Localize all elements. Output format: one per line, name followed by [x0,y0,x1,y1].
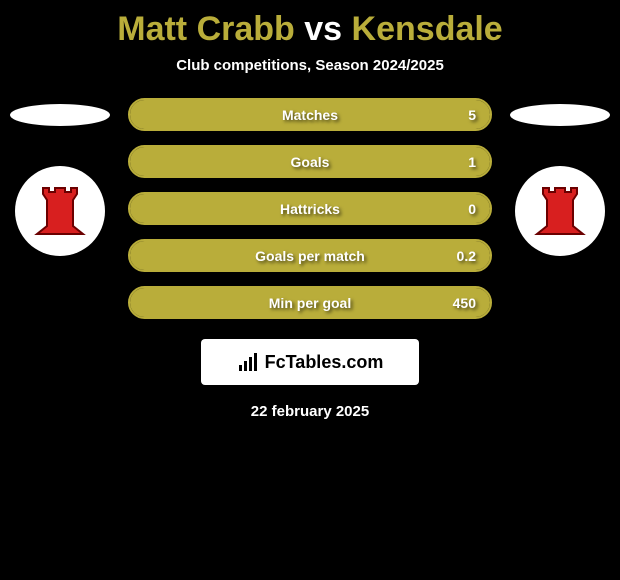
stats-column: Matches 5 Goals 1 Hattricks 0 Goals per match 0… [110,98,510,319]
stat-bar: Min per goal 450 [128,286,492,319]
stat-label: Hattricks [280,201,340,217]
player2-avatar [515,166,605,256]
stat-value-right: 1 [468,154,476,170]
comparison-container: Matt Crabb vs Kensdale Club competitions… [0,0,620,420]
tower-icon [25,176,95,246]
stat-value-right: 450 [453,295,476,311]
brand-box[interactable]: FcTables.com [201,339,420,385]
page-title: Matt Crabb vs Kensdale [117,10,502,49]
stat-bar: Hattricks 0 [128,192,492,225]
player1-avatar [15,166,105,256]
vs-separator: vs [304,10,342,48]
stat-bar: Matches 5 [128,98,492,131]
stat-value-right: 0.2 [457,248,476,264]
stat-bar: Goals 1 [128,145,492,178]
player2-shadow [510,104,610,126]
stat-label: Matches [282,107,338,123]
stat-bar: Goals per match 0.2 [128,239,492,272]
stat-label: Goals [291,154,330,170]
player1-name: Matt Crabb [117,10,295,48]
chart-icon [237,351,259,373]
stat-label: Min per goal [269,295,351,311]
stat-value-right: 0 [468,201,476,217]
date-line: 22 february 2025 [251,403,369,420]
player1-column [10,104,110,256]
brand-label: FcTables.com [265,352,384,373]
player1-shadow [10,104,110,126]
stat-value-right: 5 [468,107,476,123]
player2-name: Kensdale [352,10,503,48]
main-row: Matches 5 Goals 1 Hattricks 0 Goals per match 0… [0,104,620,319]
subtitle: Club competitions, Season 2024/2025 [176,57,444,74]
stat-label: Goals per match [255,248,365,264]
player2-column [510,104,610,256]
tower-icon [525,176,595,246]
